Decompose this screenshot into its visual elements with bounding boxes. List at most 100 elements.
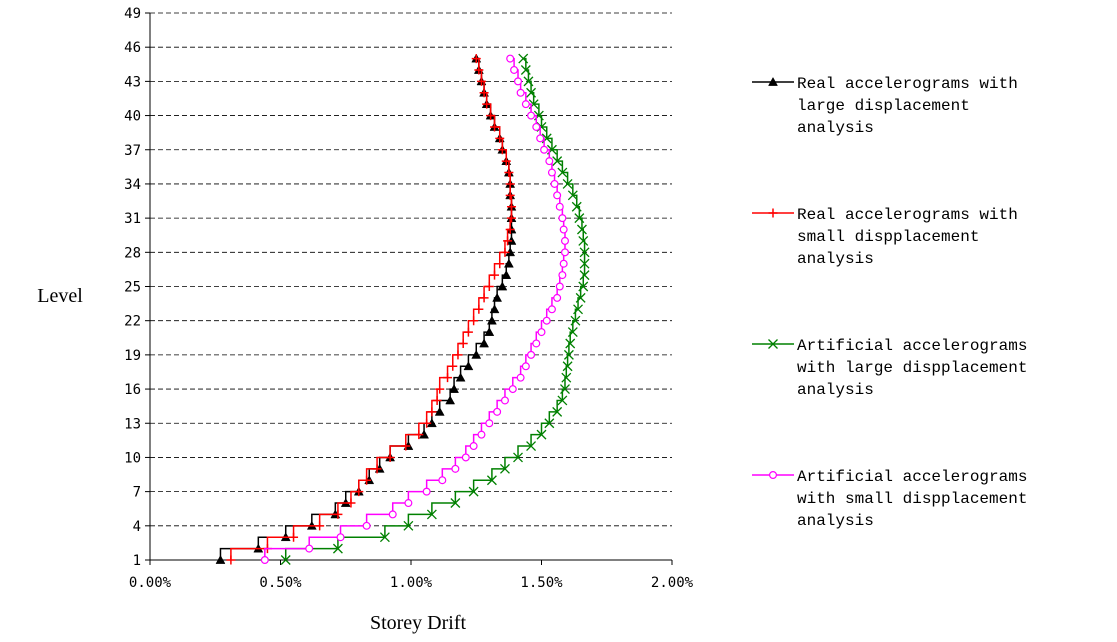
data-point — [485, 419, 494, 428]
data-point — [445, 395, 456, 405]
data-point — [503, 258, 514, 268]
y-tick-label: 28 — [124, 245, 141, 261]
data-point — [514, 77, 523, 86]
data-point — [562, 178, 573, 189]
series-3 — [280, 53, 590, 565]
data-point — [573, 304, 583, 315]
data-point — [536, 429, 547, 440]
legend-marker — [768, 339, 778, 349]
data-point — [510, 65, 519, 74]
data-point — [558, 271, 567, 280]
x-tick-label: 0.50% — [259, 575, 302, 591]
data-point — [571, 201, 582, 212]
x-tick-label: 1.50% — [520, 575, 563, 591]
data-point — [404, 499, 413, 508]
data-point — [553, 191, 562, 200]
series-line — [219, 57, 513, 560]
series-line — [264, 57, 566, 560]
data-point — [536, 134, 545, 143]
series-group — [215, 53, 590, 565]
data-point — [260, 555, 269, 564]
data-point — [422, 418, 432, 428]
legend-label: analysis — [797, 512, 874, 530]
data-point — [497, 145, 507, 155]
legend-label: large displacement — [797, 97, 970, 115]
data-point — [559, 259, 568, 268]
data-point — [493, 407, 502, 416]
legend-item-3: Artificial accelerograms with large dispp… — [752, 337, 1027, 399]
data-point — [516, 373, 525, 382]
data-point — [555, 282, 564, 291]
data-point — [215, 554, 226, 564]
data-point — [346, 498, 356, 508]
legend-marker — [768, 76, 778, 86]
data-point — [506, 202, 516, 212]
data-point — [479, 293, 489, 303]
data-point — [579, 247, 590, 258]
gridlines — [150, 12, 672, 527]
data-point — [576, 224, 587, 235]
data-point — [362, 475, 372, 485]
data-point — [526, 441, 537, 452]
data-point — [332, 543, 343, 554]
data-point — [578, 235, 589, 246]
data-point — [461, 453, 470, 462]
data-point — [486, 315, 497, 325]
data-point — [563, 349, 574, 360]
data-point — [477, 430, 486, 439]
data-point — [474, 304, 484, 314]
data-point — [562, 361, 573, 372]
data-point — [540, 145, 549, 154]
legend-label: analysis — [797, 119, 874, 137]
data-point — [579, 258, 590, 269]
series-line — [284, 57, 586, 560]
data-point — [537, 328, 546, 337]
data-point — [372, 464, 382, 474]
data-point — [505, 179, 515, 189]
data-point — [471, 349, 482, 359]
data-point — [453, 350, 463, 360]
data-point — [552, 156, 563, 167]
series-2 — [226, 54, 516, 565]
data-point — [544, 418, 555, 429]
data-point — [451, 464, 460, 473]
data-point — [578, 281, 589, 292]
legend-label: Artificial accelerograms — [797, 468, 1027, 486]
data-point — [484, 282, 494, 291]
data-point — [432, 395, 442, 405]
data-point — [567, 190, 578, 201]
legend-label: analysis — [797, 381, 874, 399]
data-point — [504, 168, 514, 178]
data-point — [532, 339, 541, 348]
legend-label: Real accelerograms with — [797, 75, 1018, 93]
data-point — [506, 54, 515, 63]
data-point — [401, 441, 411, 451]
legend-label: analysis — [797, 250, 874, 268]
data-point — [495, 259, 505, 269]
data-point — [567, 327, 578, 338]
data-point — [532, 122, 541, 131]
y-tick-label: 43 — [124, 74, 141, 90]
data-point — [574, 213, 585, 224]
x-tick-label: 2.00% — [651, 575, 694, 591]
data-point — [501, 156, 511, 166]
data-point — [362, 521, 371, 530]
data-point — [388, 510, 397, 519]
data-point — [559, 225, 568, 234]
y-tick-label: 1 — [133, 553, 141, 569]
y-tick-label: 49 — [124, 6, 141, 22]
data-point — [482, 99, 492, 109]
data-point — [575, 292, 586, 303]
legend-label: with small dispplacement — [797, 490, 1027, 508]
y-tick-label: 22 — [124, 314, 141, 330]
data-point — [280, 555, 291, 565]
data-point — [500, 463, 510, 474]
data-point — [463, 361, 474, 371]
x-tick-label: 0.00% — [129, 575, 172, 591]
y-tick-label: 16 — [124, 382, 141, 398]
legend-marker — [768, 471, 777, 480]
legend-label: small dispplacement — [797, 228, 979, 246]
data-point — [315, 521, 325, 531]
data-point — [492, 292, 503, 302]
data-point — [497, 281, 508, 291]
